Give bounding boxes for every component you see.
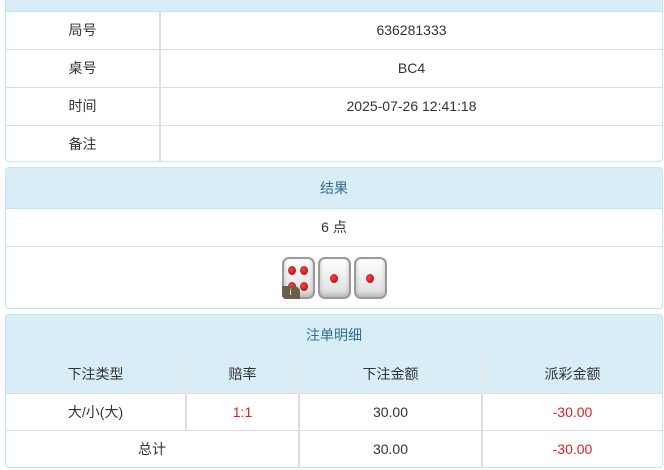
total-payout: -30.00 <box>481 429 662 467</box>
total-amount: 30.00 <box>298 429 482 467</box>
bet-details-table: 下注类型 赔率 下注金额 派彩金额 大/小(大) 1:1 30.00 -30.0… <box>6 356 662 467</box>
round-info-table: 局号 636281333 桌号 BC4 时间 2025-07-26 12:41:18 … <box>6 12 662 161</box>
row-label: 桌号 <box>6 48 160 87</box>
bet-type: 大/小(大) <box>6 392 186 430</box>
table-number: BC4 <box>159 48 662 87</box>
total-label: 总计 <box>6 429 299 467</box>
result-panel: 结果 6 点 i <box>5 167 663 309</box>
table-row: 时间 2025-07-26 12:41:18 <box>6 86 662 125</box>
table-row: 备注 <box>6 124 662 161</box>
die-pip <box>300 282 309 292</box>
total-row: 总计 30.00 -30.00 <box>6 429 662 467</box>
time-value: 2025-07-26 12:41:18 <box>159 86 662 125</box>
row-label: 局号 <box>68 22 97 39</box>
die-pip <box>287 265 296 275</box>
payout: -30.00 <box>481 392 662 430</box>
info-icon[interactable]: i <box>281 286 300 299</box>
header-odds: 赔率 <box>185 356 299 393</box>
die-4: i <box>281 257 315 299</box>
header-bet-type: 下注类型 <box>6 356 186 393</box>
die-pip <box>366 274 374 283</box>
die-1 <box>317 257 351 299</box>
bet-details-panel: 注单明细 下注类型 赔率 下注金额 派彩金额 大/小(大) 1:1 30.00 … <box>5 314 663 468</box>
table-row: 桌号 BC4 <box>6 48 662 87</box>
table-header-row: 下注类型 赔率 下注金额 派彩金额 <box>6 356 662 393</box>
dice-row: i <box>6 247 662 299</box>
result-points: 6 点 <box>6 209 662 247</box>
header-payout: 派彩金额 <box>481 356 662 393</box>
die-pip <box>330 274 338 283</box>
header-bet-amount: 下注金额 <box>298 356 482 393</box>
table-row: 大/小(大) 1:1 30.00 -30.00 <box>6 392 662 430</box>
row-label: 备注 <box>6 124 160 161</box>
round-number: 636281333 <box>159 12 662 49</box>
round-info-panel: 局号 636281333 桌号 BC4 时间 2025-07-26 12:41:18 … <box>5 0 663 162</box>
table-row: 局号 636281333 <box>6 12 662 49</box>
die-1 <box>353 257 387 299</box>
bet-amount: 30.00 <box>298 392 482 430</box>
bet-details-title: 注单明细 <box>6 315 662 356</box>
result-title: 结果 <box>6 168 662 209</box>
row-label: 时间 <box>6 86 160 125</box>
remark-value <box>159 124 662 161</box>
die-pip <box>300 265 309 275</box>
panel-header <box>6 0 662 12</box>
odds: 1:1 <box>185 392 299 430</box>
